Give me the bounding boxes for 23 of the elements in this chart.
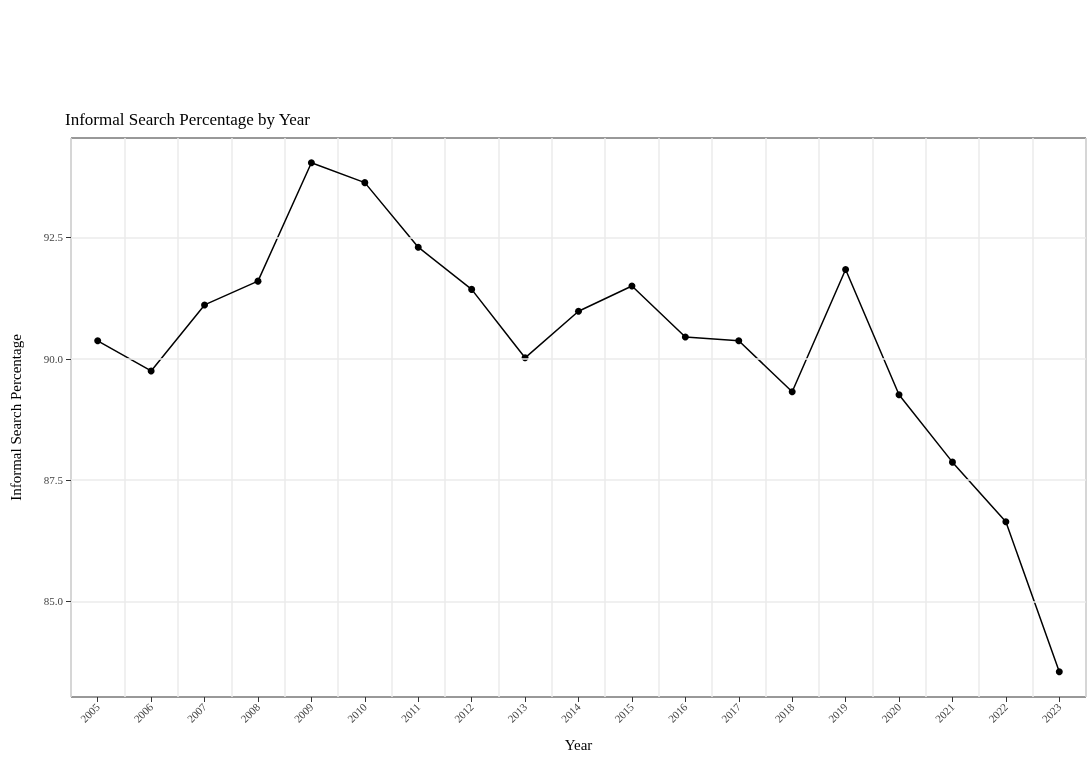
x-axis-title: Year xyxy=(564,736,593,753)
y-tick-label: 87.5 xyxy=(43,474,64,487)
point xyxy=(147,367,155,375)
point xyxy=(948,458,956,466)
point xyxy=(94,337,102,345)
y-tick-label: 85.0 xyxy=(43,595,64,608)
point xyxy=(1055,668,1063,676)
point xyxy=(361,179,369,187)
point xyxy=(307,159,315,167)
y-tick-label: 90.0 xyxy=(43,352,64,365)
point xyxy=(468,285,476,293)
point xyxy=(842,266,850,273)
y-axis-title: Informal Search Percentage xyxy=(7,333,24,501)
point xyxy=(414,243,422,251)
point xyxy=(201,301,209,309)
point xyxy=(575,307,582,315)
point xyxy=(1002,518,1010,526)
point xyxy=(788,388,796,396)
point xyxy=(895,391,903,399)
y-tick-label: 92.5 xyxy=(43,231,64,244)
point xyxy=(681,333,689,341)
chart-title: Informal Search Percentage by Year xyxy=(65,110,311,129)
point xyxy=(735,337,743,345)
